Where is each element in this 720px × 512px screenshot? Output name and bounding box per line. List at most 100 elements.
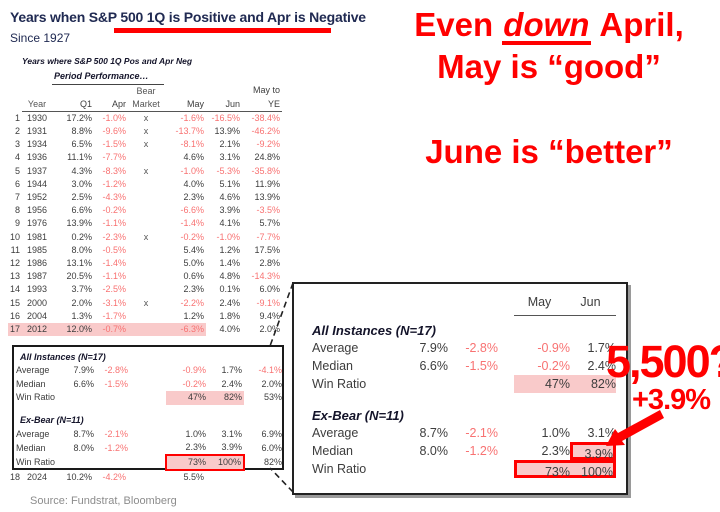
- callout-row-label: Average: [312, 341, 359, 355]
- summary-row: Median 8.0% -1.2% 2.3% 3.9% 6.0%: [14, 441, 284, 455]
- summary-row: Win Ratio 47% 82% 53%: [14, 391, 284, 405]
- callout-apr: -1.5%: [465, 359, 498, 373]
- summary-apr: [96, 391, 130, 405]
- column-header: Jun: [206, 97, 243, 112]
- spacer: [130, 391, 166, 405]
- callout-row-label: Median: [312, 359, 353, 373]
- table-cell: [128, 283, 164, 296]
- table-cell: 9.4%: [259, 310, 281, 321]
- callout-apr: -2.8%: [465, 341, 498, 355]
- table-cell: -3.1%: [102, 297, 127, 308]
- table-cell: [128, 244, 164, 257]
- summary-box: All Instances (N=17) Average 7.9% -2.8% -0.9…: [12, 345, 284, 471]
- table-row: 16 2004 1.3% -1.7% 1.2% 1.8% 9.4%: [8, 310, 282, 323]
- table-cell: -4.2%: [102, 472, 127, 482]
- table-cell: 1936: [27, 152, 48, 163]
- headline-line3: June is “better”: [425, 133, 673, 170]
- table-cell: 4.1%: [219, 218, 241, 229]
- table-cell: 4.0%: [219, 323, 241, 334]
- table-cell: -1.4%: [180, 218, 205, 229]
- table-cell: 2.0%: [71, 297, 93, 308]
- table-cell: -2.2%: [180, 297, 205, 308]
- callout-row: Win Ratio 73% 100%: [294, 460, 626, 479]
- summary-table: All Instances (N=17) Average 7.9% -2.8% -0.9…: [14, 350, 284, 471]
- table-cell: 1986: [27, 257, 48, 268]
- column-header: [8, 98, 22, 112]
- table-cell: 4.6%: [183, 152, 205, 163]
- table-cell: 1.2%: [183, 310, 205, 321]
- table-cell: 13.9%: [254, 192, 281, 203]
- table-cell: -1.7%: [102, 310, 127, 321]
- table-cell: [128, 151, 164, 164]
- table-cell: 11.9%: [255, 178, 281, 189]
- table-row: 17 2012 12.0% -0.7% -6.3% 4.0% 2.0%: [8, 322, 282, 336]
- summary-may: -0.9%: [182, 365, 206, 376]
- summary-row-label: Median: [16, 378, 46, 389]
- table-cell: 5: [15, 165, 21, 176]
- column-header-top: [52, 84, 94, 98]
- table-cell: 16: [10, 310, 21, 321]
- table-cell: 13.9%: [214, 126, 241, 137]
- gain-annotation: +3.9%: [632, 384, 711, 416]
- summary-ye: 53%: [264, 392, 283, 403]
- callout-jun-header: Jun: [580, 295, 601, 309]
- table-cell: 1.8%: [219, 310, 241, 321]
- table-cell: 1934: [27, 139, 48, 150]
- column-header-top: [22, 84, 52, 98]
- table-cell: 13.9%: [66, 218, 93, 229]
- table-cell: -9.2%: [256, 139, 281, 150]
- table-cell: x: [143, 165, 149, 176]
- table-row: 12 1986 13.1% -1.4% 5.0% 1.4% 2.8%: [8, 257, 282, 270]
- summary-jun: 100%: [208, 454, 245, 471]
- spacer: [130, 364, 166, 378]
- table-cell: 13.1%: [66, 257, 93, 268]
- column-header-top: [94, 84, 128, 98]
- table-cell: 2.3%: [183, 284, 205, 295]
- table-cell: [128, 217, 164, 230]
- table-cell: 6: [15, 178, 21, 189]
- table-cell: 6.6%: [71, 205, 93, 216]
- table-cell: -7.7%: [256, 231, 281, 242]
- column-header-top: [164, 84, 206, 98]
- table-cell: 17.5%: [254, 244, 281, 255]
- table-cell: [206, 471, 242, 484]
- table-cell: -1.0%: [102, 113, 127, 123]
- table-cell: -8.3%: [102, 165, 127, 176]
- table-cell: 2: [15, 126, 21, 137]
- table-cell: 1987: [27, 271, 48, 282]
- table-cell: 6.5%: [71, 139, 93, 150]
- callout-may: 73%: [514, 460, 570, 479]
- table-cell: 24.8%: [254, 152, 281, 163]
- table-cell: 1937: [27, 165, 48, 176]
- price-target-annotation: 5,500?: [606, 336, 720, 387]
- table-cell: 17.2%: [66, 113, 93, 123]
- table-cell: -46.2%: [251, 126, 281, 137]
- table-cell: [128, 178, 164, 191]
- table-cell: 1993: [27, 284, 48, 295]
- table-row: 13 1987 20.5% -1.1% 0.6% 4.8% -14.3%: [8, 270, 282, 283]
- table-cell: 1930: [27, 113, 48, 123]
- table-cell: 2012: [22, 322, 53, 336]
- callout-jun: 82%: [570, 375, 616, 393]
- column-header: Year: [22, 97, 53, 112]
- table-cell: 11: [10, 244, 21, 255]
- summary-row-label: Average: [16, 365, 50, 376]
- table-row: 1 1930 17.2% -1.0% x -1.6% -16.5% -38.4%: [8, 112, 282, 126]
- summary-jun: 1.7%: [221, 365, 242, 376]
- callout-row: Median 6.6% -1.5% -0.2% 2.4%: [294, 357, 626, 375]
- table-cell: -38.4%: [251, 113, 281, 123]
- table-cell: 17: [8, 322, 23, 336]
- summary-row-label: Median: [16, 442, 46, 453]
- summary-row-label: Win Ratio: [16, 457, 56, 467]
- table-cell: 3.9%: [219, 205, 241, 216]
- table-cell: 1944: [27, 178, 48, 189]
- table-cell: 2.4%: [219, 297, 241, 308]
- table-cell: -2.3%: [102, 231, 127, 242]
- current-year-row: 18 2024 10.2% -4.2% 5.5%: [8, 471, 282, 484]
- column-header-top: [206, 84, 242, 98]
- table-cell: [128, 204, 164, 217]
- table-cell: [128, 191, 164, 204]
- summary-q1: 8.0%: [73, 442, 94, 453]
- callout-may: 47%: [514, 375, 570, 393]
- table-cell: 1976: [27, 218, 48, 229]
